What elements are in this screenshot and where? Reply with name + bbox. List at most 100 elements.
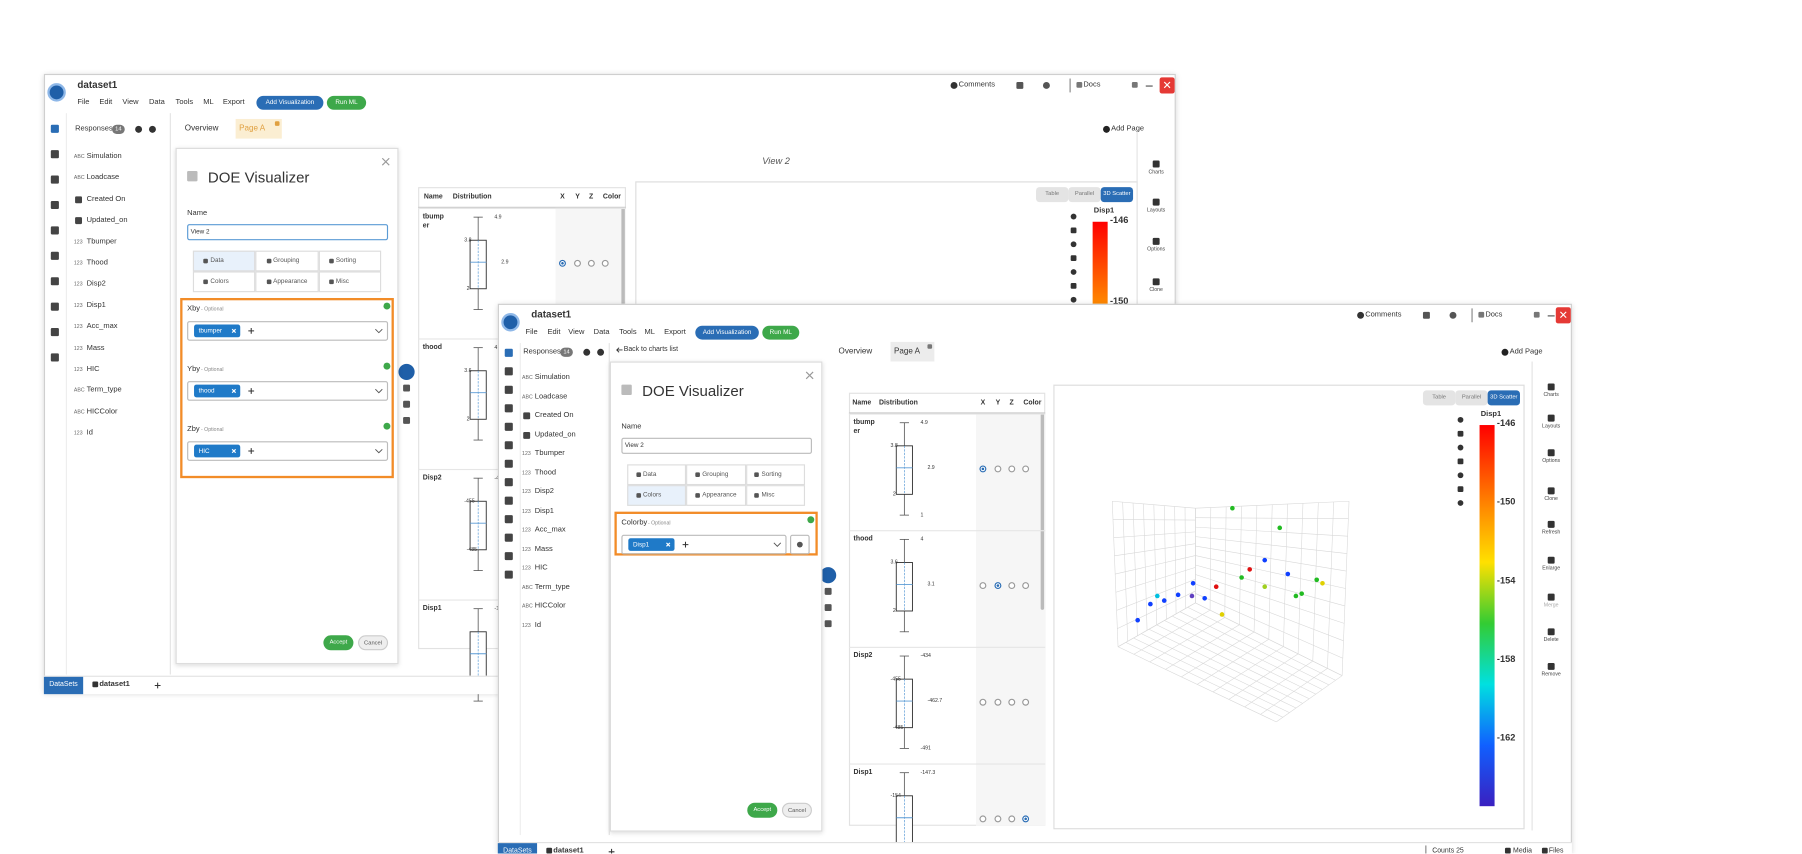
- settings-tab[interactable]: [318, 271, 382, 293]
- field-name[interactable]: Loadcase: [534, 392, 568, 401]
- field-name[interactable]: Tbumper: [534, 449, 565, 458]
- settings-tab-label[interactable]: Sorting: [335, 257, 357, 265]
- settings-tab[interactable]: [745, 485, 806, 506]
- side-tool[interactable]: Layouts: [1542, 422, 1561, 429]
- radio-button[interactable]: [559, 259, 566, 267]
- field-name[interactable]: Disp2: [86, 279, 106, 289]
- settings-tab-label[interactable]: Appearance: [273, 278, 308, 286]
- accept-button[interactable]: Accept: [747, 802, 778, 818]
- name-input[interactable]: [187, 224, 389, 241]
- status-media[interactable]: Media: [1513, 847, 1532, 854]
- field-name[interactable]: Simulation: [534, 373, 570, 382]
- radio-button[interactable]: [1022, 582, 1030, 590]
- field-name[interactable]: Mass: [534, 544, 553, 553]
- field-name[interactable]: Loadcase: [86, 173, 120, 182]
- datasets-tab[interactable]: DataSets: [497, 843, 538, 854]
- side-tool[interactable]: Charts: [1543, 391, 1559, 398]
- field-name[interactable]: Term_type: [86, 386, 122, 395]
- field-name[interactable]: Updated_on: [86, 216, 128, 225]
- dataset-tab[interactable]: dataset1: [99, 680, 130, 689]
- field-name[interactable]: Acc_max: [86, 322, 118, 331]
- radio-button[interactable]: [1008, 815, 1016, 823]
- settings-tab[interactable]: [255, 250, 319, 272]
- radio-button[interactable]: [979, 815, 987, 823]
- menu-item[interactable]: Export: [664, 328, 686, 337]
- add-page-button[interactable]: Add Page: [1509, 347, 1543, 356]
- radio-button[interactable]: [1008, 698, 1016, 706]
- chart-type-tab[interactable]: Table: [1036, 187, 1069, 203]
- column-header[interactable]: Z: [589, 194, 594, 201]
- settings-tab[interactable]: [192, 271, 256, 293]
- menu-item[interactable]: ML: [644, 328, 655, 337]
- comments-button[interactable]: Comments: [1365, 310, 1402, 319]
- menu-item[interactable]: Data: [148, 98, 165, 107]
- column-header[interactable]: X: [560, 194, 565, 201]
- column-header[interactable]: Y: [995, 399, 1001, 407]
- page-tab[interactable]: Page A: [893, 347, 921, 356]
- settings-tab-label[interactable]: Appearance: [702, 492, 737, 499]
- side-tool[interactable]: Options: [1147, 246, 1166, 252]
- settings-tab-label[interactable]: Grouping: [273, 257, 300, 265]
- field-name[interactable]: Id: [86, 428, 93, 437]
- column-header[interactable]: Name: [852, 399, 872, 407]
- settings-tab-label[interactable]: Colors: [210, 278, 229, 286]
- axis-select[interactable]: [621, 534, 787, 555]
- chart-type-tab[interactable]: Parallel: [1068, 187, 1101, 203]
- radio-button[interactable]: [1008, 582, 1016, 590]
- add-visualization-button[interactable]: Add Visualization: [256, 95, 324, 110]
- radio-button[interactable]: [979, 698, 987, 706]
- column-header[interactable]: Color: [602, 194, 622, 201]
- field-name[interactable]: Simulation: [86, 152, 122, 161]
- settings-tab-label[interactable]: Colors: [642, 492, 662, 499]
- settings-tab[interactable]: [745, 464, 806, 486]
- nav-home[interactable]: [398, 363, 415, 380]
- menu-item[interactable]: ML: [203, 98, 214, 107]
- radio-button[interactable]: [601, 259, 609, 267]
- dataset-tab[interactable]: dataset1: [553, 846, 584, 854]
- page-tab[interactable]: Overview: [838, 347, 873, 356]
- settings-tab[interactable]: [686, 464, 746, 486]
- side-tool[interactable]: Merge: [1543, 601, 1559, 608]
- field-name[interactable]: Tbumper: [86, 237, 117, 246]
- field-name[interactable]: HICColor: [534, 601, 566, 610]
- radio-button[interactable]: [979, 582, 987, 590]
- side-tool[interactable]: Refresh: [1542, 528, 1561, 535]
- radio-button[interactable]: [1022, 815, 1030, 823]
- field-name[interactable]: Created On: [86, 194, 126, 204]
- menu-item[interactable]: Edit: [99, 98, 113, 107]
- axis-select[interactable]: [187, 321, 389, 341]
- back-link[interactable]: Back to charts list: [623, 346, 679, 354]
- name-input[interactable]: [621, 437, 812, 454]
- menu-item[interactable]: File: [525, 328, 538, 337]
- menu-item[interactable]: Data: [593, 328, 610, 337]
- nav-home[interactable]: [820, 567, 837, 584]
- settings-tab-label[interactable]: Grouping: [702, 471, 729, 479]
- axis-select[interactable]: [187, 441, 389, 461]
- field-name[interactable]: Term_type: [534, 582, 570, 591]
- add-page-button[interactable]: Add Page: [1111, 124, 1145, 133]
- settings-tab[interactable]: [255, 271, 319, 293]
- column-header[interactable]: X: [980, 399, 986, 407]
- radio-button[interactable]: [1022, 698, 1030, 706]
- accept-button[interactable]: Accept: [323, 635, 354, 651]
- settings-tab[interactable]: [318, 250, 382, 272]
- docs-button[interactable]: Docs: [1485, 310, 1503, 319]
- field-name[interactable]: Thood: [534, 468, 557, 477]
- chart-type-tab[interactable]: 3D Scatter: [1100, 187, 1134, 203]
- menu-item[interactable]: Tools: [175, 98, 194, 107]
- field-name[interactable]: HICColor: [86, 407, 118, 416]
- datasets-tab[interactable]: DataSets: [43, 676, 84, 695]
- settings-tab-label[interactable]: Sorting: [761, 471, 782, 479]
- page-tab[interactable]: Page A: [239, 124, 266, 133]
- field-name[interactable]: Updated_on: [534, 430, 576, 439]
- run-ml-button[interactable]: Run ML: [326, 95, 367, 110]
- settings-tab[interactable]: [192, 250, 256, 272]
- side-tool[interactable]: Remove: [1541, 671, 1561, 677]
- chart-type-tab[interactable]: Parallel: [1455, 390, 1488, 406]
- chart-type-tab[interactable]: 3D Scatter: [1487, 390, 1520, 406]
- settings-tab[interactable]: [686, 485, 746, 506]
- settings-tab-label[interactable]: Misc: [761, 492, 775, 499]
- field-name[interactable]: HIC: [534, 563, 548, 572]
- settings-tab[interactable]: [627, 464, 687, 486]
- menu-item[interactable]: View: [122, 98, 139, 107]
